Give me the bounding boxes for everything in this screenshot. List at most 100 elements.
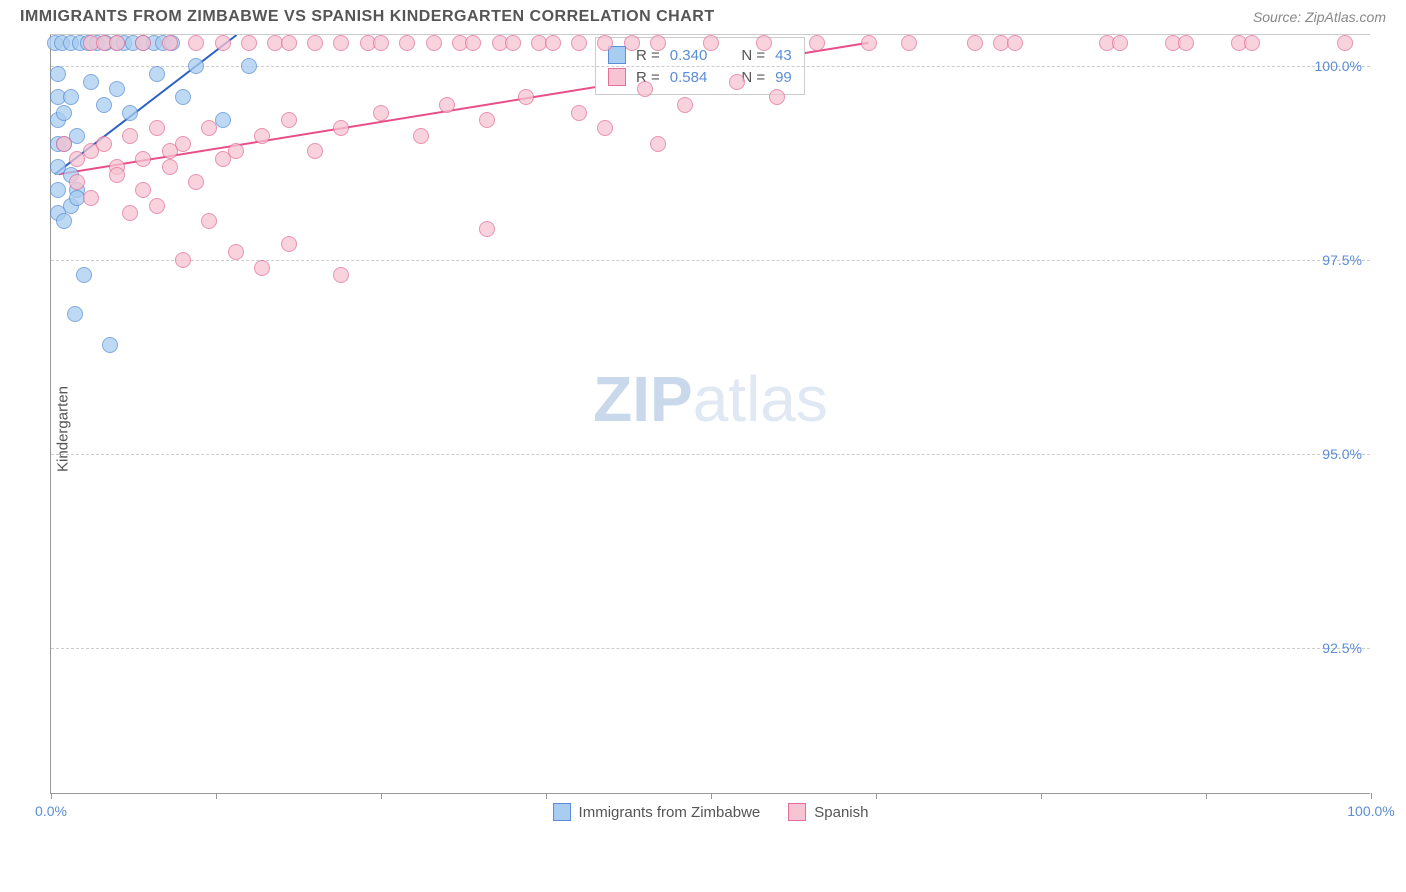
chart-header: IMMIGRANTS FROM ZIMBABWE VS SPANISH KIND… xyxy=(0,0,1406,30)
r-value: 0.340 xyxy=(670,47,708,64)
trend-lines xyxy=(51,35,1370,793)
data-point xyxy=(439,97,455,113)
data-point xyxy=(175,89,191,105)
y-tick-label: 100.0% xyxy=(1315,58,1362,74)
legend-swatch xyxy=(788,803,806,821)
data-point xyxy=(69,174,85,190)
data-point xyxy=(56,213,72,229)
x-tick xyxy=(1206,793,1207,799)
legend-swatch xyxy=(553,803,571,821)
data-point xyxy=(729,74,745,90)
data-point xyxy=(149,120,165,136)
y-tick-label: 92.5% xyxy=(1322,640,1362,656)
data-point xyxy=(479,221,495,237)
data-point xyxy=(109,81,125,97)
n-value: 99 xyxy=(775,69,792,86)
x-tick xyxy=(51,793,52,799)
data-point xyxy=(333,120,349,136)
data-point xyxy=(215,151,231,167)
gridline xyxy=(51,454,1370,455)
data-point xyxy=(465,35,481,51)
data-point xyxy=(281,236,297,252)
watermark-light: atlas xyxy=(693,363,828,435)
data-point xyxy=(597,35,613,51)
data-point xyxy=(201,213,217,229)
data-point xyxy=(1112,35,1128,51)
data-point xyxy=(96,97,112,113)
data-point xyxy=(901,35,917,51)
data-point xyxy=(56,105,72,121)
gridline xyxy=(51,648,1370,649)
x-tick-label: 100.0% xyxy=(1347,803,1394,819)
data-point xyxy=(109,167,125,183)
x-tick xyxy=(711,793,712,799)
data-point xyxy=(1244,35,1260,51)
data-point xyxy=(373,35,389,51)
data-point xyxy=(967,35,983,51)
data-point xyxy=(518,89,534,105)
data-point xyxy=(50,182,66,198)
data-point xyxy=(188,35,204,51)
x-tick xyxy=(876,793,877,799)
data-point xyxy=(135,182,151,198)
data-point xyxy=(677,97,693,113)
data-point xyxy=(135,151,151,167)
data-point xyxy=(413,128,429,144)
data-point xyxy=(201,120,217,136)
data-point xyxy=(122,105,138,121)
data-point xyxy=(149,66,165,82)
y-tick-label: 97.5% xyxy=(1322,252,1362,268)
y-tick-label: 95.0% xyxy=(1322,446,1362,462)
data-point xyxy=(109,35,125,51)
data-point xyxy=(175,252,191,268)
data-point xyxy=(571,105,587,121)
data-point xyxy=(756,35,772,51)
data-point xyxy=(624,35,640,51)
x-tick xyxy=(1041,793,1042,799)
data-point xyxy=(307,35,323,51)
legend-swatch xyxy=(608,68,626,86)
data-point xyxy=(63,89,79,105)
watermark-bold: ZIP xyxy=(593,363,693,435)
chart-source: Source: ZipAtlas.com xyxy=(1253,9,1386,25)
x-tick xyxy=(381,793,382,799)
data-point xyxy=(162,35,178,51)
data-point xyxy=(769,89,785,105)
data-point xyxy=(809,35,825,51)
data-point xyxy=(399,35,415,51)
data-point xyxy=(175,136,191,152)
legend-label: Spanish xyxy=(814,804,868,821)
legend-item: Spanish xyxy=(788,803,868,821)
data-point xyxy=(76,267,92,283)
data-point xyxy=(571,35,587,51)
stats-legend-row: R =0.584N =99 xyxy=(608,66,792,88)
data-point xyxy=(333,35,349,51)
data-point xyxy=(215,35,231,51)
data-point xyxy=(188,174,204,190)
data-point xyxy=(281,35,297,51)
data-point xyxy=(597,120,613,136)
data-point xyxy=(228,244,244,260)
data-point xyxy=(50,66,66,82)
data-point xyxy=(254,128,270,144)
data-point xyxy=(83,190,99,206)
data-point xyxy=(1337,35,1353,51)
data-point xyxy=(373,105,389,121)
data-point xyxy=(650,35,666,51)
chart-container: Kindergarten ZIPatlas R =0.340N =43R =0.… xyxy=(50,34,1386,824)
data-point xyxy=(650,136,666,152)
data-point xyxy=(333,267,349,283)
data-point xyxy=(281,112,297,128)
data-point xyxy=(479,112,495,128)
data-point xyxy=(861,35,877,51)
r-value: 0.584 xyxy=(670,69,708,86)
data-point xyxy=(637,81,653,97)
data-point xyxy=(102,337,118,353)
bottom-legend: Immigrants from ZimbabweSpanish xyxy=(553,803,869,821)
x-tick xyxy=(216,793,217,799)
plot-area: ZIPatlas R =0.340N =43R =0.584N =99 Immi… xyxy=(50,34,1370,794)
data-point xyxy=(241,35,257,51)
data-point xyxy=(1007,35,1023,51)
data-point xyxy=(56,136,72,152)
data-point xyxy=(96,136,112,152)
